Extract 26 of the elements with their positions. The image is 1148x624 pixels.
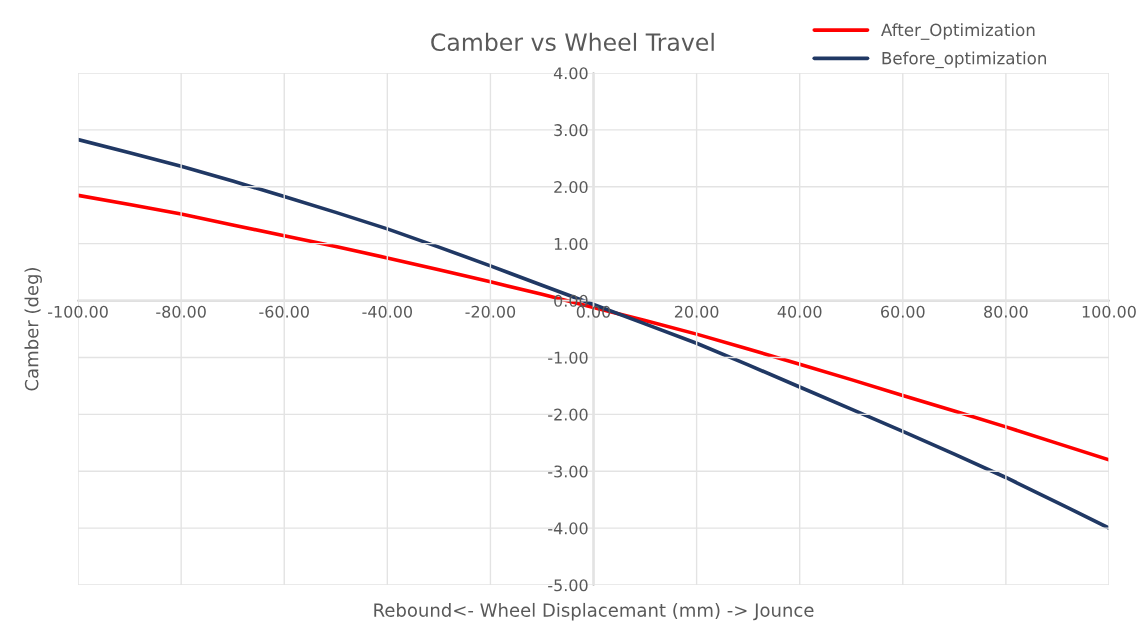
x-tick-label: 0.00 bbox=[576, 305, 611, 318]
y-tick-label: 1.00 bbox=[554, 237, 588, 250]
x-axis-title: Rebound<- Wheel Displacemant (mm) -> Jounce bbox=[374, 602, 814, 621]
y-tick-label: -5.00 bbox=[548, 579, 588, 592]
x-tick-label: 60.00 bbox=[881, 305, 925, 318]
y-tick-label: -2.00 bbox=[548, 408, 588, 421]
y-axis-title: Camber (deg) bbox=[24, 268, 42, 391]
y-tick-label: 3.00 bbox=[554, 124, 588, 137]
x-tick-label: -100.00 bbox=[48, 305, 108, 318]
y-tick-label: -3.00 bbox=[548, 465, 588, 478]
y-tick-label: -1.00 bbox=[548, 351, 588, 364]
x-tick-label: -60.00 bbox=[259, 305, 309, 318]
y-tick-label: -4.00 bbox=[548, 522, 588, 535]
x-tick-label: -80.00 bbox=[156, 305, 206, 318]
chart-title: Camber vs Wheel Travel bbox=[431, 32, 714, 52]
x-tick-label: 20.00 bbox=[674, 305, 719, 318]
x-tick-label: -40.00 bbox=[362, 305, 413, 318]
y-tick-label: 0.00 bbox=[554, 294, 588, 307]
x-tick-label: 100.00 bbox=[1082, 305, 1136, 318]
legend-label: After_Optimization bbox=[881, 23, 1035, 40]
legend-label: Before_optimization bbox=[882, 51, 1047, 69]
x-tick-label: -20.00 bbox=[465, 305, 516, 318]
x-tick-label: 80.00 bbox=[984, 305, 1028, 318]
y-tick-label: 4.00 bbox=[553, 67, 588, 80]
y-tick-label: 2.00 bbox=[554, 181, 588, 194]
x-tick-label: 40.00 bbox=[777, 305, 822, 318]
